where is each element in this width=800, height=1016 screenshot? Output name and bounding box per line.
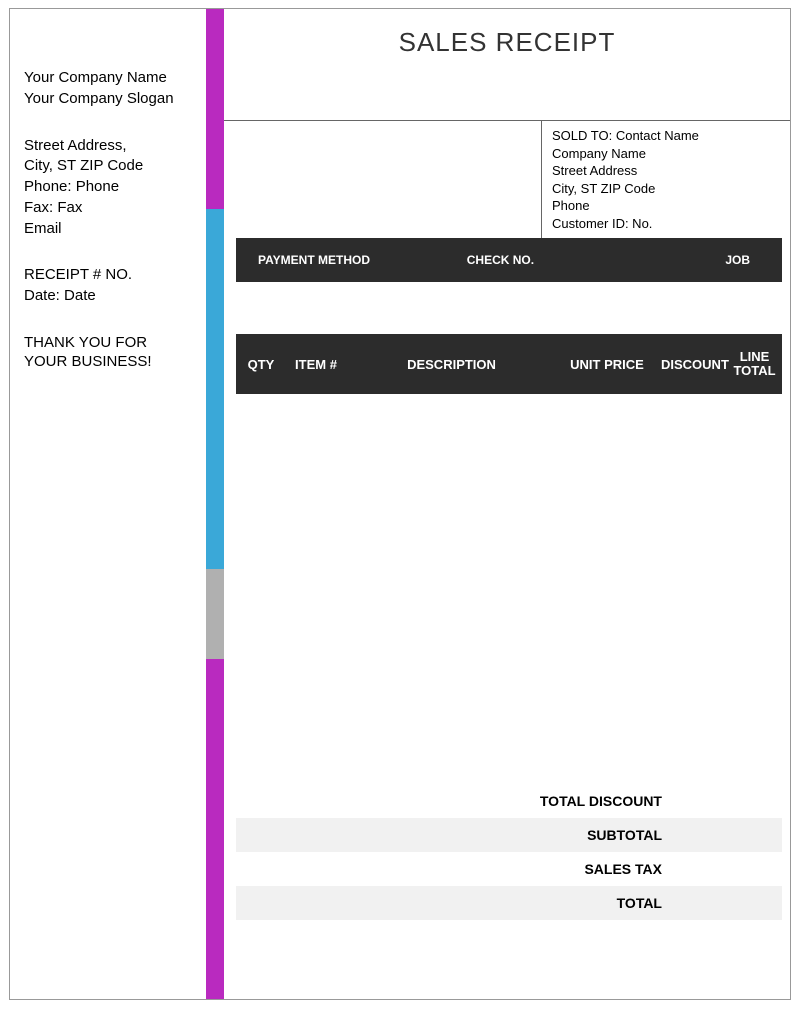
stripe-grey <box>206 569 224 659</box>
header-box: SOLD TO: Contact Name Company Name Stree… <box>224 120 790 238</box>
row-total-discount: TOTAL DISCOUNT <box>236 784 782 818</box>
sold-to-line4: City, ST ZIP Code <box>552 180 780 198</box>
sold-to-line2: Company Name <box>552 145 780 163</box>
receipt-block: RECEIPT # NO. Date: Date <box>24 266 192 306</box>
receipt-date: Date: Date <box>24 287 192 306</box>
col-discount: DISCOUNT <box>657 357 727 372</box>
company-block: Your Company Name Your Company Slogan <box>24 69 192 109</box>
sold-to-line1: SOLD TO: Contact Name <box>552 127 780 145</box>
payment-blank-row <box>224 282 790 334</box>
fax: Fax: Fax <box>24 199 192 218</box>
col-payment-method: PAYMENT METHOD <box>258 253 467 267</box>
color-stripe <box>206 9 224 999</box>
totals-block: TOTAL DISCOUNT SUBTOTAL SALES TAX TOTAL <box>236 784 782 920</box>
sold-to-block: SOLD TO: Contact Name Company Name Stree… <box>542 121 790 238</box>
header-left-empty <box>224 121 542 238</box>
payment-header-bar: PAYMENT METHOD CHECK NO. JOB <box>236 238 782 282</box>
city: City, ST ZIP Code <box>24 157 192 176</box>
sold-to-line6: Customer ID: No. <box>552 215 780 233</box>
company-name: Your Company Name <box>24 69 192 88</box>
row-sales-tax: SALES TAX <box>236 852 782 886</box>
main-content: SALES RECEIPT SOLD TO: Contact Name Comp… <box>224 9 790 999</box>
row-total: TOTAL <box>236 886 782 920</box>
lbl-subtotal: SUBTOTAL <box>236 827 682 843</box>
page-title: SALES RECEIPT <box>224 9 790 66</box>
row-subtotal: SUBTOTAL <box>236 818 782 852</box>
lbl-sales-tax: SALES TAX <box>236 861 682 877</box>
street: Street Address, <box>24 137 192 156</box>
lbl-total-discount: TOTAL DISCOUNT <box>236 793 682 809</box>
items-header-bar: QTY ITEM # DESCRIPTION UNIT PRICE DISCOU… <box>236 334 782 394</box>
thanks-block: THANK YOU FOR YOUR BUSINESS! <box>24 334 192 372</box>
col-description: DESCRIPTION <box>346 357 557 372</box>
thanks-text: THANK YOU FOR YOUR BUSINESS! <box>24 334 192 372</box>
company-slogan: Your Company Slogan <box>24 90 192 109</box>
stripe-magenta-bottom <box>206 659 224 999</box>
stripe-magenta-top <box>206 9 224 209</box>
stripe-blue <box>206 209 224 569</box>
sold-to-line5: Phone <box>552 197 780 215</box>
col-check-no: CHECK NO. <box>467 253 661 267</box>
col-qty: QTY <box>236 357 286 372</box>
email: Email <box>24 220 192 239</box>
receipt-page: Your Company Name Your Company Slogan St… <box>9 8 791 1000</box>
col-unit-price: UNIT PRICE <box>557 357 657 372</box>
lbl-total: TOTAL <box>236 895 682 911</box>
receipt-no: RECEIPT # NO. <box>24 266 192 285</box>
address-block: Street Address, City, ST ZIP Code Phone:… <box>24 137 192 239</box>
items-body-empty <box>224 394 790 784</box>
sold-to-line3: Street Address <box>552 162 780 180</box>
col-item-no: ITEM # <box>286 357 346 372</box>
left-sidebar: Your Company Name Your Company Slogan St… <box>10 9 206 999</box>
col-line-total: LINE TOTAL <box>727 350 782 379</box>
phone: Phone: Phone <box>24 178 192 197</box>
col-job: JOB <box>661 253 760 267</box>
